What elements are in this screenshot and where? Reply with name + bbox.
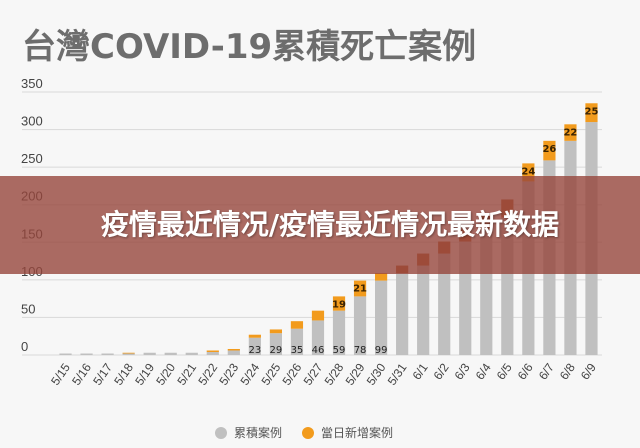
data-label-daily: 19 xyxy=(332,299,346,310)
bar-daily xyxy=(248,334,261,338)
bar-cumulative xyxy=(164,352,177,355)
bar-cumulative xyxy=(269,333,283,355)
legend-swatch-cumulative xyxy=(215,427,227,439)
y-tick-label: 50 xyxy=(21,301,35,316)
bar-daily xyxy=(227,348,240,351)
bar-cumulative xyxy=(438,253,451,355)
legend-label-cumulative: 累積案例 xyxy=(234,425,282,440)
bar-daily xyxy=(332,296,346,311)
y-tick-label: 250 xyxy=(21,151,43,166)
x-tick-label: 5/16 xyxy=(69,360,94,387)
x-tick-label: 5/17 xyxy=(90,360,115,387)
bar-cumulative xyxy=(396,273,409,355)
x-tick-label: 6/1 xyxy=(410,360,431,382)
legend-label-daily: 當日新增案例 xyxy=(321,425,393,440)
bar-daily xyxy=(564,124,577,141)
bar-cumulative xyxy=(248,337,261,355)
data-label-cumulative: 99 xyxy=(375,345,388,356)
x-tick-label: 5/21 xyxy=(174,360,199,387)
data-label-cumulative: 46 xyxy=(312,345,325,356)
bar-daily xyxy=(543,140,556,161)
data-label-cumulative: 29 xyxy=(270,345,283,356)
data-label-daily: 21 xyxy=(353,284,367,295)
x-tick-label: 5/26 xyxy=(280,360,305,387)
bar-cumulative xyxy=(227,350,240,355)
bar-cumulative xyxy=(332,310,346,355)
bar-daily xyxy=(311,310,325,321)
bar-cumulative xyxy=(311,320,325,355)
x-tick-label: 6/3 xyxy=(452,360,473,382)
y-tick-label: 350 xyxy=(21,76,43,91)
data-label-cumulative: 35 xyxy=(291,345,304,356)
x-tick-label: 6/5 xyxy=(494,360,515,382)
x-tick-label: 6/4 xyxy=(473,360,494,382)
x-tick-label: 5/29 xyxy=(343,360,368,387)
data-label-cumulative: 59 xyxy=(333,345,346,356)
x-tick-label: 6/6 xyxy=(515,360,536,382)
bar-daily xyxy=(353,280,367,297)
x-tick-label: 6/7 xyxy=(536,360,557,382)
bar-daily xyxy=(585,103,598,123)
overlay-banner: 疫情最近情况/疫情最近情况最新数据 xyxy=(0,176,640,274)
bar-cumulative xyxy=(80,353,93,355)
bar-daily xyxy=(122,352,135,354)
bar-cumulative xyxy=(374,280,388,355)
bar-daily xyxy=(290,321,304,329)
bar-cumulative xyxy=(101,353,114,355)
legend-swatch-daily xyxy=(302,427,314,439)
x-tick-label: 5/25 xyxy=(258,360,283,387)
data-label-cumulative: 23 xyxy=(248,345,261,356)
banner-text: 疫情最近情况/疫情最近情况最新数据 xyxy=(100,208,560,241)
bar-cumulative xyxy=(122,353,135,355)
legend: 累積案例 當日新增案例 xyxy=(215,425,393,440)
x-tick-label: 6/2 xyxy=(431,360,452,382)
bar-cumulative xyxy=(290,328,304,355)
x-tick-label: 5/31 xyxy=(385,360,410,387)
data-label-daily: 25 xyxy=(585,106,599,117)
bar-cumulative xyxy=(417,265,430,355)
chart-title: 台灣COVID-19累積死亡案例 xyxy=(22,27,476,67)
x-tick-label: 5/15 xyxy=(48,360,73,387)
bar-daily xyxy=(269,329,283,334)
x-axis-ticks: 5/155/165/175/185/195/205/215/225/235/24… xyxy=(48,360,599,387)
x-tick-label: 5/28 xyxy=(322,360,347,387)
x-tick-label: 5/24 xyxy=(237,360,262,387)
y-tick-label: 0 xyxy=(21,339,28,354)
bar-daily xyxy=(206,350,219,352)
bar-cumulative xyxy=(59,353,72,355)
x-tick-label: 6/8 xyxy=(557,360,578,382)
x-tick-label: 5/19 xyxy=(132,360,157,387)
data-label-daily: 26 xyxy=(542,144,556,155)
bar-cumulative xyxy=(143,352,156,355)
data-label-daily: 22 xyxy=(563,127,577,138)
data-label-daily: 24 xyxy=(521,166,535,177)
x-tick-label: 5/18 xyxy=(111,360,136,387)
bar-cumulative xyxy=(185,352,198,355)
x-tick-label: 5/20 xyxy=(153,360,178,387)
data-label-cumulative: 78 xyxy=(354,345,367,356)
bar-daily xyxy=(374,273,388,281)
x-tick-label: 6/9 xyxy=(578,360,599,382)
bar-cumulative xyxy=(353,296,367,355)
x-tick-label: 5/23 xyxy=(216,360,241,387)
x-tick-label: 5/30 xyxy=(364,360,389,387)
bar-cumulative xyxy=(206,351,219,355)
y-tick-label: 300 xyxy=(21,114,43,129)
x-tick-label: 5/27 xyxy=(301,360,326,387)
x-tick-label: 5/22 xyxy=(195,360,220,387)
